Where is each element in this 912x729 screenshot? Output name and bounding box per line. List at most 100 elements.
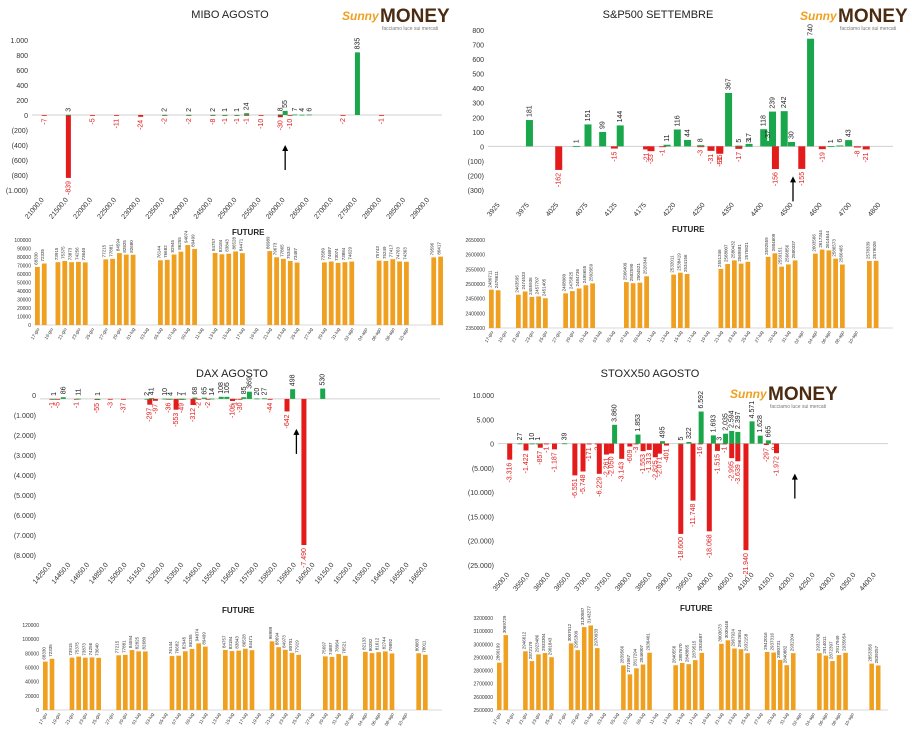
future-bar	[76, 261, 81, 325]
future-date-label: 03-lug	[144, 712, 155, 726]
future-date-label: 23-lug	[727, 712, 738, 726]
future-date-label: 19-giu	[43, 327, 54, 341]
future-bar-label: 2566856	[784, 244, 789, 262]
bar	[610, 146, 618, 149]
future-bar	[281, 258, 286, 325]
logo-tagline: facciamo luce sui mercati	[840, 26, 896, 32]
y-tick-label: (2.000)	[14, 433, 36, 440]
bar-label: 1	[51, 392, 58, 396]
future-y-tick: 60000	[17, 272, 31, 278]
y-tick-label: (300)	[468, 188, 484, 195]
future-bar	[640, 664, 646, 710]
x-tick-label: 4350,0	[838, 572, 857, 593]
future-bar	[296, 654, 301, 710]
bar	[659, 441, 665, 444]
future-bar-label: 84594	[115, 238, 120, 251]
y-tick-label: 300	[472, 101, 484, 108]
future-title: FUTURE	[232, 228, 265, 237]
future-bar	[529, 296, 535, 328]
future-bar	[328, 261, 334, 325]
future-bar	[869, 663, 874, 710]
future-bar	[438, 256, 443, 325]
future-bar-label: 2538419	[676, 253, 681, 271]
future-bar	[725, 640, 731, 710]
future-date-label: 19-lug	[248, 327, 259, 341]
bar-label: -3.639	[735, 464, 742, 484]
bar	[75, 398, 81, 400]
future-date-label: 07-lug	[619, 330, 630, 344]
future-y-tick: 2450000	[466, 297, 486, 303]
bar-label: -7.490	[301, 548, 308, 568]
future-bar	[276, 647, 281, 710]
y-tick-label: (15.000)	[468, 514, 494, 521]
bar	[290, 389, 296, 399]
future-bar-label: 84594	[128, 635, 133, 648]
y-tick-label: (200)	[12, 128, 28, 135]
future-bar	[49, 658, 55, 710]
future-bar	[516, 294, 521, 328]
bar-label: -1	[660, 149, 667, 155]
bar	[201, 397, 207, 399]
future-bar	[536, 654, 541, 710]
future-bar	[725, 264, 730, 328]
future-date-label: 08-ago	[830, 712, 842, 727]
future-bar-label: 82680	[141, 636, 146, 649]
logo-script: Sunny	[730, 387, 768, 401]
y-tick-label: 600	[472, 57, 484, 64]
y-tick-label: 10.000	[473, 393, 495, 400]
bar-label: 2.594	[729, 410, 736, 428]
future-y-tick: 2500000	[466, 282, 486, 288]
y-tick-label: 100	[472, 130, 484, 137]
future-date-label: 08-ago	[834, 330, 846, 345]
future-bar-label: 82133	[361, 637, 366, 650]
bar	[735, 431, 741, 444]
future-bar-label: 2955309	[574, 630, 579, 648]
bar	[798, 146, 806, 169]
bar-label: -642	[284, 414, 291, 428]
future-date-label: 27-lug	[304, 712, 315, 726]
future-bar	[732, 260, 737, 328]
bar-label: -21	[863, 152, 870, 162]
bar-label: -24	[138, 120, 145, 130]
bar-label: 11	[664, 134, 671, 141]
future-date-label: 27-giu	[98, 327, 109, 341]
future-bar	[634, 668, 639, 710]
bar	[640, 443, 646, 452]
future-title: FUTURE	[222, 606, 255, 615]
future-bar	[738, 263, 744, 328]
bar-label: 7	[177, 392, 184, 396]
bar-label: -7	[41, 118, 48, 124]
bar-label: -5.748	[580, 474, 587, 494]
future-bar-label: 2566465	[838, 244, 843, 262]
future-bar	[875, 665, 881, 710]
future-bar	[383, 651, 388, 710]
future-y-tick: 40000	[25, 680, 39, 686]
future-bar	[35, 266, 40, 325]
future-bar-label: 76144	[168, 641, 173, 654]
bar	[673, 129, 681, 147]
x-tick-label: 29000,0	[410, 197, 432, 221]
future-bar-label: 73487	[293, 248, 298, 261]
future-bar-label: 73915	[68, 643, 73, 656]
bar	[354, 52, 360, 115]
bar-label: 1	[95, 392, 102, 396]
future-date-label: 13-lug	[661, 712, 672, 726]
x-tick-label: 4200,0	[777, 572, 796, 593]
bar	[716, 146, 724, 152]
bar-label: 2.397	[735, 411, 742, 429]
future-bar-label: 2901843	[548, 637, 553, 655]
future-bar-label: 2848865	[685, 644, 690, 662]
future-bar-label: 72335	[48, 644, 53, 657]
future-date-label: 17-lug	[688, 712, 699, 726]
future-bar-label: 79673	[273, 242, 278, 255]
future-y-tick: 2700000	[474, 682, 494, 688]
future-bar	[196, 643, 201, 710]
bar	[120, 398, 126, 400]
bar-label: -19	[819, 152, 826, 162]
future-date-label: 01-lug	[125, 327, 136, 341]
future-date-label: 04-ago	[807, 330, 819, 345]
future-bar-label: 73074	[334, 248, 339, 261]
bar-label: 39	[562, 432, 569, 440]
x-tick-label: 23500,0	[145, 197, 167, 221]
